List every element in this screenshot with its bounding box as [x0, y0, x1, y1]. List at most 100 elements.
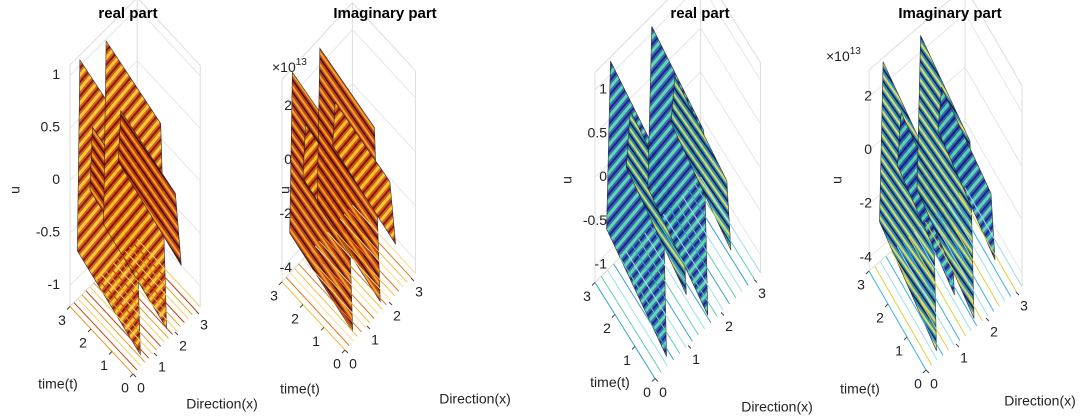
- surface-sheet: [332, 101, 396, 245]
- z-tick-label: 0.5: [41, 119, 61, 135]
- floor-line: [281, 281, 346, 351]
- floor-line: [289, 272, 354, 342]
- floor-line: [644, 232, 706, 330]
- z-scale-exponent: 13: [850, 46, 862, 57]
- box-edge: [972, 0, 1023, 87]
- y-tick-label: 2: [603, 320, 611, 336]
- floor-line: [681, 195, 743, 292]
- x-tick-label: 1: [371, 332, 379, 348]
- floor-line: [619, 257, 681, 354]
- x-tick-label: 0: [930, 376, 938, 392]
- chart-title: real part: [670, 5, 729, 22]
- floor-line: [687, 189, 749, 286]
- x-tick-label: 0: [137, 380, 145, 396]
- grid-line: [700, 71, 762, 169]
- floor-line: [896, 246, 955, 346]
- floor-line: [105, 270, 169, 339]
- floor-line: [638, 238, 699, 336]
- x-tick-label: 2: [725, 318, 733, 334]
- z-tick-label: 0: [284, 151, 292, 167]
- z-tick-label: -1: [48, 276, 61, 292]
- floor-line: [594, 282, 656, 379]
- x-axis-label: Direction(x): [439, 391, 511, 407]
- z-tick-label: -4: [860, 248, 873, 264]
- floor-line: [874, 265, 933, 366]
- x-tick-label: 1: [960, 350, 968, 366]
- floor-line: [930, 216, 989, 317]
- z-axis-label: u: [7, 186, 23, 194]
- z-tick-label: -4: [280, 259, 293, 275]
- floor-line: [936, 212, 995, 312]
- y-tick: [341, 349, 346, 354]
- y-tick: [129, 373, 134, 378]
- grid-line: [700, 115, 762, 212]
- grid-line: [964, 120, 1023, 221]
- floor-line: [285, 277, 350, 346]
- floor-line: [343, 213, 408, 283]
- x-axis-label: Direction(x): [186, 396, 258, 412]
- floor-line: [314, 245, 379, 315]
- floor-line: [113, 262, 177, 331]
- floor-line: [128, 246, 193, 316]
- floor-line: [669, 207, 730, 305]
- x-tick: [132, 373, 137, 378]
- z-scale-label: ×1013: [826, 46, 861, 64]
- floor-line: [347, 209, 412, 279]
- box-edge: [138, 0, 201, 66]
- floor-line: [121, 254, 185, 323]
- grid-line: [709, 0, 762, 81]
- x-axis-label: Direction(x): [741, 399, 813, 415]
- floor-line: [908, 236, 966, 336]
- x-tick: [195, 310, 200, 315]
- floor-line: [310, 249, 375, 319]
- x-tick: [654, 378, 659, 382]
- floor-line: [868, 270, 927, 371]
- x-tick: [985, 317, 990, 322]
- floor-line: [318, 240, 383, 310]
- grid-line: [136, 7, 201, 77]
- y-tick: [299, 304, 304, 308]
- x-tick: [925, 369, 930, 374]
- y-axis-label: time(t): [280, 381, 320, 397]
- floor-line: [136, 238, 201, 308]
- y-tick: [611, 314, 616, 318]
- z-scale-exponent: 13: [296, 57, 308, 68]
- y-tick-label: 1: [100, 357, 108, 373]
- z-tick-label: 2: [284, 97, 292, 113]
- floor-line: [964, 187, 1023, 288]
- floor-line: [885, 256, 944, 356]
- floor-line: [302, 258, 367, 328]
- x-tick: [687, 345, 692, 349]
- x-tick-label: 1: [158, 359, 166, 375]
- floor-line: [693, 182, 755, 280]
- z-tick-label: 0: [599, 168, 607, 184]
- x-axis-label: Direction(x): [1004, 393, 1076, 409]
- z-scale-base: ×10: [826, 48, 850, 64]
- surface-sheet: [117, 109, 182, 266]
- y-tick: [884, 303, 889, 308]
- z-axis-label: u: [559, 176, 575, 184]
- floor-line: [331, 227, 396, 297]
- surface-sheet: [937, 86, 996, 261]
- x-tick: [174, 331, 179, 336]
- z-tick-label: -0.5: [583, 212, 607, 228]
- y-axis-label: time(t): [840, 381, 880, 397]
- y-tick: [320, 326, 325, 331]
- y-tick: [108, 351, 113, 355]
- grid-line: [352, 83, 416, 153]
- floor-line: [925, 221, 983, 322]
- x-tick: [753, 279, 758, 283]
- floor-line: [879, 260, 938, 361]
- z-tick-label: 0.5: [588, 124, 608, 140]
- y-tick: [651, 378, 656, 382]
- x-tick-label: 2: [179, 338, 187, 354]
- floor-line: [124, 250, 189, 319]
- y-tick: [591, 282, 596, 286]
- z-tick-label: 1: [52, 66, 60, 82]
- x-tick: [366, 325, 371, 330]
- floor-line: [69, 306, 134, 375]
- y-tick-label: 2: [291, 310, 299, 326]
- chart-title: Imaginary part: [333, 5, 436, 22]
- floor-line: [352, 204, 416, 274]
